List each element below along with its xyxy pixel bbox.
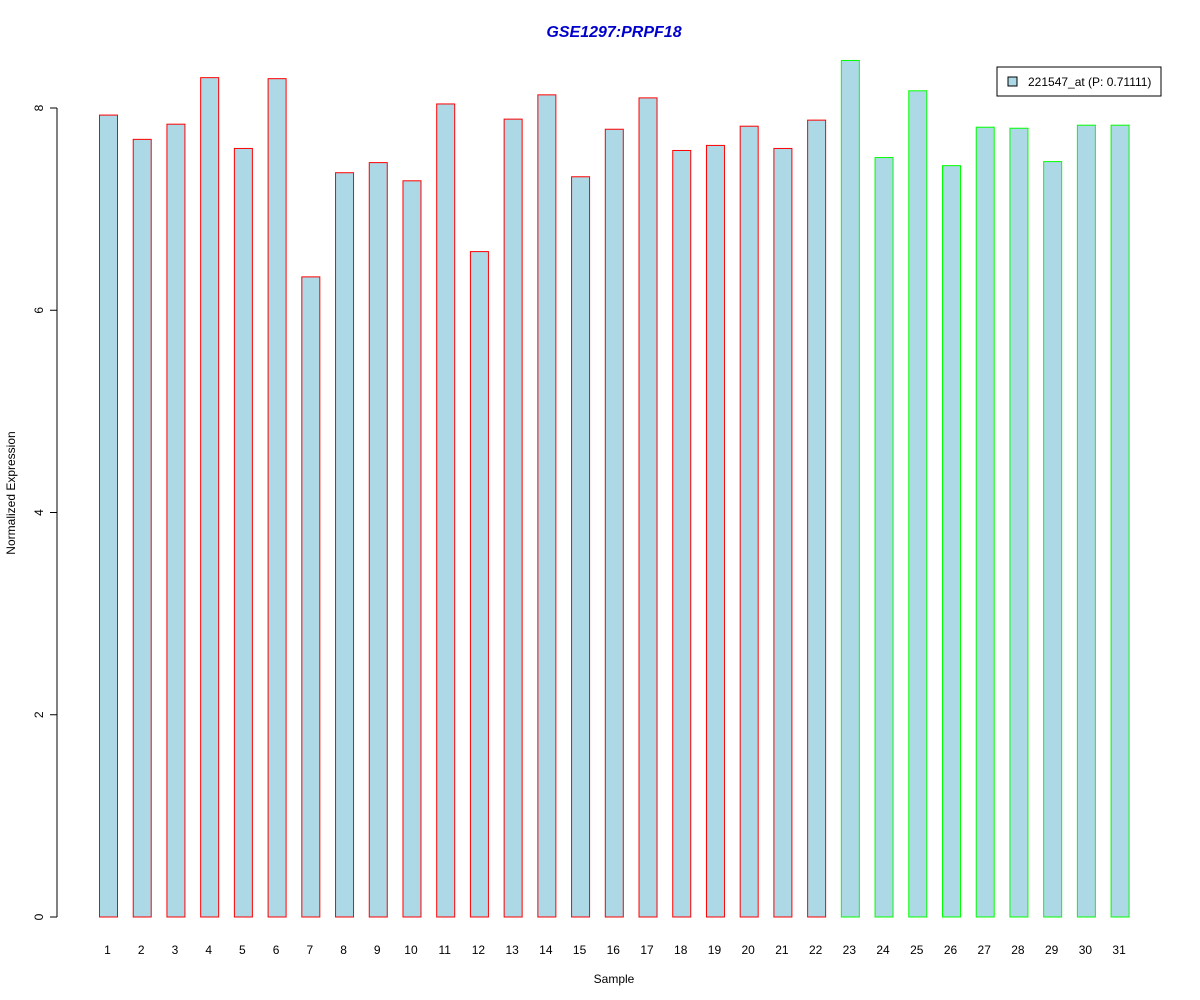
bar-sample-11	[436, 103, 456, 918]
x-tick-label: 3	[172, 943, 179, 957]
bar-sample-16	[604, 128, 624, 918]
y-tick-label: 0	[32, 913, 46, 920]
bar-sample-3	[166, 123, 186, 918]
x-tick-label: 1	[104, 943, 111, 957]
legend-label: 221547_at (P: 0.71111)	[1028, 75, 1151, 89]
x-tick-label: 26	[944, 943, 958, 957]
x-tick-label: 16	[607, 943, 621, 957]
bar-sample-18	[672, 149, 692, 918]
y-tick-label: 6	[32, 307, 46, 314]
bar-sample-1	[99, 114, 118, 918]
bar-sample-10	[402, 180, 422, 918]
y-tick-label: 8	[32, 104, 46, 111]
x-tick-label: 29	[1045, 943, 1059, 957]
bar-sample-19	[705, 144, 725, 918]
x-tick-label: 12	[472, 943, 486, 957]
bar-sample-29	[1043, 161, 1063, 918]
legend-box	[996, 66, 1162, 97]
bar-sample-12	[469, 251, 489, 918]
bar-sample-17	[638, 97, 658, 918]
x-tick-label: 17	[640, 943, 654, 957]
x-tick-label: 10	[404, 943, 418, 957]
y-tick-label: 4	[32, 509, 46, 516]
bar-sample-28	[1009, 127, 1029, 918]
bar-sample-8	[335, 172, 355, 918]
bar-sample-9	[368, 162, 388, 918]
x-tick-label: 2	[138, 943, 145, 957]
bar-sample-5	[233, 147, 253, 918]
x-tick-label: 27	[978, 943, 992, 957]
x-tick-label: 23	[843, 943, 857, 957]
x-tick-label: 19	[708, 943, 722, 957]
bar-sample-25	[908, 90, 928, 918]
x-tick-label: 31	[1112, 943, 1126, 957]
x-axis-label: Sample	[594, 972, 635, 986]
x-tick-label: 30	[1079, 943, 1093, 957]
x-tick-label: 21	[775, 943, 789, 957]
bar-sample-22	[807, 119, 827, 918]
bar-sample-4	[200, 77, 220, 918]
bar-sample-20	[739, 125, 759, 918]
bar-sample-24	[874, 157, 894, 918]
bar-sample-13	[503, 118, 523, 918]
x-tick-label: 5	[239, 943, 246, 957]
y-axis: 0 2 4 6 8	[32, 104, 58, 920]
bars-group	[99, 59, 1130, 918]
x-tick-label: 14	[539, 943, 553, 957]
bar-sample-7	[301, 276, 321, 918]
x-tick-label: 9	[374, 943, 381, 957]
x-tick-label: 22	[809, 943, 823, 957]
chart-title: GSE1297:PRPF18	[546, 24, 681, 41]
x-tick-label: 24	[876, 943, 890, 957]
x-tick-label: 18	[674, 943, 688, 957]
x-tick-label: 4	[205, 943, 212, 957]
x-tick-label: 20	[742, 943, 756, 957]
bar-sample-23	[840, 59, 860, 918]
x-tick-label: 8	[340, 943, 347, 957]
x-tick-label: 15	[573, 943, 587, 957]
y-tick-label: 2	[32, 711, 46, 718]
legend-swatch	[1007, 76, 1018, 87]
x-tick-label: 13	[505, 943, 519, 957]
x-tick-label: 6	[273, 943, 280, 957]
x-tick-label: 28	[1011, 943, 1025, 957]
y-axis-label: Normalized Expression	[4, 431, 18, 554]
x-tick-label: 11	[438, 943, 451, 957]
bar-sample-26	[942, 165, 961, 918]
bar-sample-2	[132, 138, 152, 918]
bar-sample-27	[975, 126, 995, 918]
bar-sample-15	[571, 176, 591, 918]
legend: 221547_at (P: 0.71111)	[996, 66, 1162, 97]
x-tick-label: 25	[910, 943, 924, 957]
bar-sample-31	[1110, 124, 1130, 918]
bar-sample-21	[773, 147, 793, 918]
bar-sample-14	[537, 94, 557, 918]
x-tick-labels: 1 2 3 4 5 6 7 8 9 10 11 12 13 14 15 16 17 18 19 20 21 22 23 24 2…	[104, 943, 1126, 957]
x-tick-label: 7	[306, 943, 313, 957]
bar-sample-6	[267, 78, 287, 918]
bar-sample-30	[1076, 124, 1096, 918]
